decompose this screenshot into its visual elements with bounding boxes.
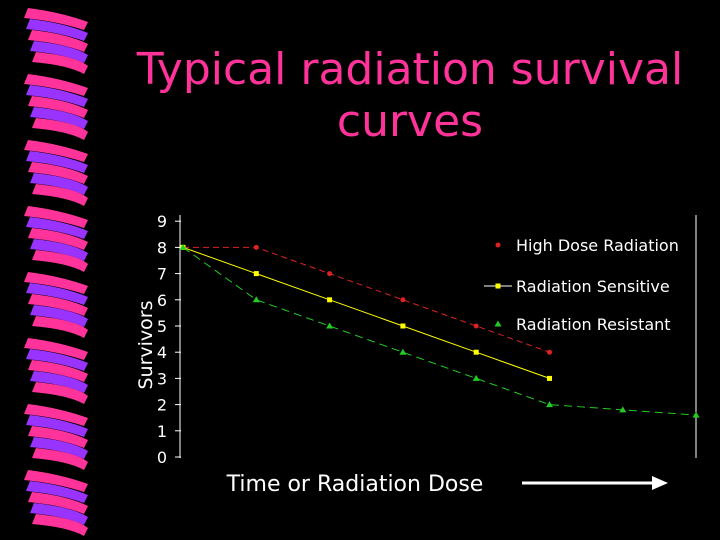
data-point bbox=[253, 271, 259, 277]
data-point bbox=[399, 348, 407, 355]
data-point bbox=[546, 401, 553, 408]
data-point bbox=[692, 411, 700, 418]
spiral-coil bbox=[24, 74, 88, 140]
y-tick-label: 3 bbox=[157, 369, 167, 388]
slide-title-line-1: Typical radiation survival bbox=[136, 44, 684, 95]
legend-label: Radiation Sensitive bbox=[516, 277, 670, 296]
y-tick-label: 0 bbox=[157, 448, 167, 467]
series-2 bbox=[179, 243, 700, 418]
y-tick-labels: 0 1 2 3 4 5 6 7 8 9 bbox=[157, 212, 181, 467]
series-line bbox=[182, 246, 550, 379]
data-point bbox=[253, 244, 259, 250]
legend-label: Radiation Resistant bbox=[516, 315, 671, 334]
data-point bbox=[473, 349, 479, 355]
data-point bbox=[619, 406, 627, 413]
y-tick-label: 9 bbox=[157, 212, 167, 231]
data-point bbox=[179, 243, 187, 250]
spiral-coil bbox=[24, 338, 88, 404]
chart-legend: High Dose Radiation Radiation Sensitive Ra… bbox=[484, 236, 679, 334]
data-point bbox=[327, 297, 333, 303]
spiral-coil bbox=[24, 404, 88, 470]
spiral-coil bbox=[24, 140, 88, 206]
slide-title-line-2: curves bbox=[336, 96, 484, 147]
data-point bbox=[547, 349, 552, 355]
spiral-coil bbox=[24, 8, 88, 74]
legend-item: Radiation Sensitive bbox=[484, 277, 670, 296]
arrow-head bbox=[652, 476, 668, 490]
spiral-coil bbox=[24, 206, 88, 272]
spiral-coil bbox=[24, 470, 88, 536]
spiral-binding-decoration bbox=[24, 8, 88, 536]
y-tick-label: 4 bbox=[157, 343, 167, 362]
y-tick-label: 2 bbox=[157, 396, 167, 415]
data-point bbox=[400, 323, 406, 329]
series-line bbox=[182, 246, 697, 416]
series-1 bbox=[180, 244, 552, 381]
data-point bbox=[495, 283, 501, 289]
y-axis-label: Survivors bbox=[135, 300, 157, 389]
data-point bbox=[494, 320, 502, 327]
dose-arrow-icon bbox=[522, 476, 668, 490]
y-tick-label: 8 bbox=[157, 238, 167, 257]
data-point bbox=[547, 375, 552, 381]
data-point bbox=[326, 322, 334, 329]
chart-series bbox=[179, 243, 700, 418]
y-tick-label: 6 bbox=[157, 291, 167, 310]
data-point bbox=[252, 296, 260, 303]
y-tick-label: 7 bbox=[157, 265, 167, 284]
data-point bbox=[472, 374, 480, 381]
series-0 bbox=[180, 244, 552, 355]
data-point bbox=[495, 242, 501, 248]
legend-item: Radiation Resistant bbox=[494, 315, 671, 334]
data-point bbox=[400, 297, 406, 303]
y-tick-label: 1 bbox=[157, 422, 167, 441]
spiral-coil bbox=[24, 272, 88, 338]
data-point bbox=[327, 271, 333, 277]
data-point bbox=[473, 323, 479, 329]
series-line bbox=[183, 246, 550, 353]
legend-label: High Dose Radiation bbox=[516, 236, 679, 255]
x-axis-label: Time or Radiation Dose bbox=[226, 472, 484, 497]
y-tick-label: 5 bbox=[157, 317, 167, 336]
legend-item: High Dose Radiation bbox=[495, 236, 679, 255]
